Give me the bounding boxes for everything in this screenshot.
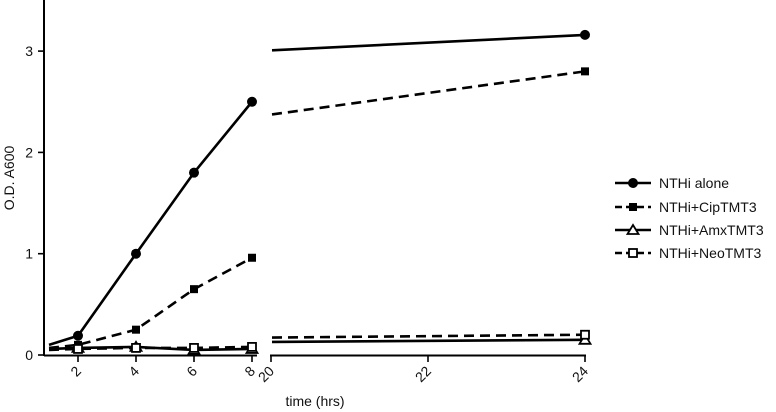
x-tick-label-8: 8 (241, 363, 258, 380)
data-point-nthi-ciptmt3-6 (190, 285, 198, 294)
legend: NTHi alone NTHi+CipTMT3 NTHi+AmxTMT3 NTHi+N… (615, 175, 764, 261)
legend-label-nthi-ciptmt3: NTHi+CipTMT3 (659, 199, 757, 215)
x-tick-label-4: 4 (125, 363, 142, 380)
series-line-nthi-alone-late (271, 33, 586, 52)
y-tick-label-1: 1 (25, 246, 33, 262)
series-line-nthi-amxtmt3-late (271, 338, 586, 344)
series-nthi-neotmt3 (48, 329, 590, 354)
data-point-nthi-neotmt3-2 (73, 344, 83, 354)
series-nthi-amxtmt3 (48, 333, 593, 355)
legend-marker-nthi-ciptmt3 (629, 203, 637, 211)
data-point-nthi-alone-2 (73, 330, 83, 341)
series-nthi-ciptmt3 (48, 67, 589, 350)
series-line-nthi-ciptmt3-late (271, 70, 586, 116)
x-tick-label-6: 6 (183, 363, 200, 380)
data-point-nthi-alone-24 (580, 29, 590, 40)
data-point-nthi-neotmt3-24 (580, 329, 590, 340)
legend-marker-nthi-amxtmt3 (625, 223, 641, 235)
legend-item-nthi-amxtmt3: NTHi+AmxTMT3 (615, 222, 764, 238)
y-tick-label-2: 2 (25, 144, 33, 160)
series-line-nthi-alone-early (48, 100, 254, 347)
x-tick-label-20: 20 (255, 363, 277, 385)
legend-item-nthi-neotmt3: NTHi+NeoTMT3 (615, 245, 762, 261)
y-tick-label-0: 0 (25, 347, 33, 363)
legend-label-nthi-neotmt3: NTHi+NeoTMT3 (659, 245, 762, 261)
series-line-nthi-neotmt3-late (271, 333, 586, 339)
legend-item-nthi-ciptmt3: NTHi+CipTMT3 (615, 199, 757, 215)
data-point-nthi-alone-6 (189, 167, 199, 178)
data-point-nthi-ciptmt3-8 (248, 253, 256, 262)
y-axis-title: O.D. A600 (1, 145, 17, 210)
data-point-nthi-ciptmt3-4 (132, 325, 140, 334)
data-point-nthi-neotmt3-8 (247, 341, 257, 352)
y-tick-label-3: 3 (25, 43, 33, 59)
legend-label-nthi-amxtmt3: NTHi+AmxTMT3 (659, 222, 764, 238)
x-axis-title: time (hrs) (285, 393, 344, 409)
legend-label-nthi-alone: NTHi alone (659, 175, 729, 191)
x-tick-label-24: 24 (569, 363, 591, 385)
axes (43, 0, 586, 357)
legend-marker-nthi-neotmt3 (628, 248, 638, 258)
x-tick-label-2: 2 (67, 363, 84, 380)
series-layer (48, 29, 593, 355)
data-point-nthi-neotmt3-6 (189, 343, 199, 353)
data-point-nthi-alone-8 (247, 96, 257, 107)
series-nthi-alone (48, 29, 590, 347)
legend-item-nthi-alone: NTHi alone (615, 175, 729, 191)
data-point-nthi-alone-4 (131, 248, 141, 259)
data-point-nthi-neotmt3-4 (131, 343, 141, 353)
x-tick-label-22: 22 (412, 363, 434, 385)
data-point-nthi-ciptmt3-24 (581, 67, 589, 76)
legend-marker-nthi-alone (628, 178, 638, 188)
